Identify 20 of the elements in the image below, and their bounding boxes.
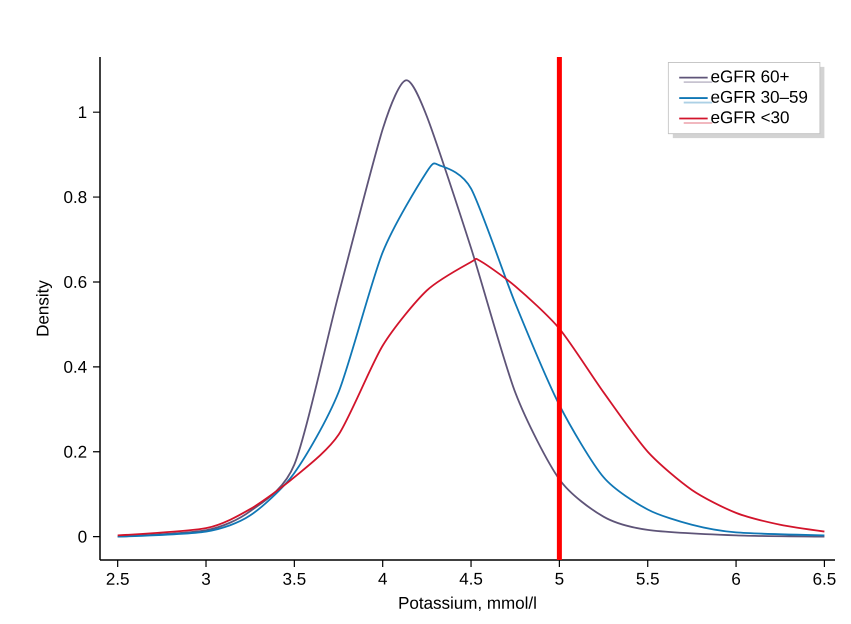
x-tick-label: 5.5 <box>636 572 659 585</box>
x-axis-title: Potassium, mmol/l <box>399 596 536 611</box>
y-tick-label: 0.8 <box>64 191 86 204</box>
x-tick-label: 3.5 <box>283 572 306 585</box>
x-tick-label: 5 <box>555 572 564 585</box>
x-tick-label: 6.5 <box>813 572 836 585</box>
x-tick-label: 3 <box>202 572 210 585</box>
y-axis-title: Density <box>36 280 52 336</box>
x-tick-label: 2.5 <box>106 572 129 585</box>
y-tick-label: 1 <box>78 106 86 118</box>
y-tick-label: 0.6 <box>64 276 86 288</box>
x-tick-label: 6 <box>732 572 740 585</box>
legend-label: eGFR 30–59 <box>711 90 808 103</box>
legend-label: eGFR 60+ <box>711 70 789 82</box>
y-tick-label: 0 <box>78 530 86 543</box>
x-tick-label: 4 <box>378 572 387 585</box>
x-tick-label: 4.5 <box>460 572 482 585</box>
y-tick-label: 0.2 <box>64 446 86 458</box>
y-tick-label: 0.4 <box>64 360 87 373</box>
legend-label: eGFR <30 <box>711 111 789 124</box>
